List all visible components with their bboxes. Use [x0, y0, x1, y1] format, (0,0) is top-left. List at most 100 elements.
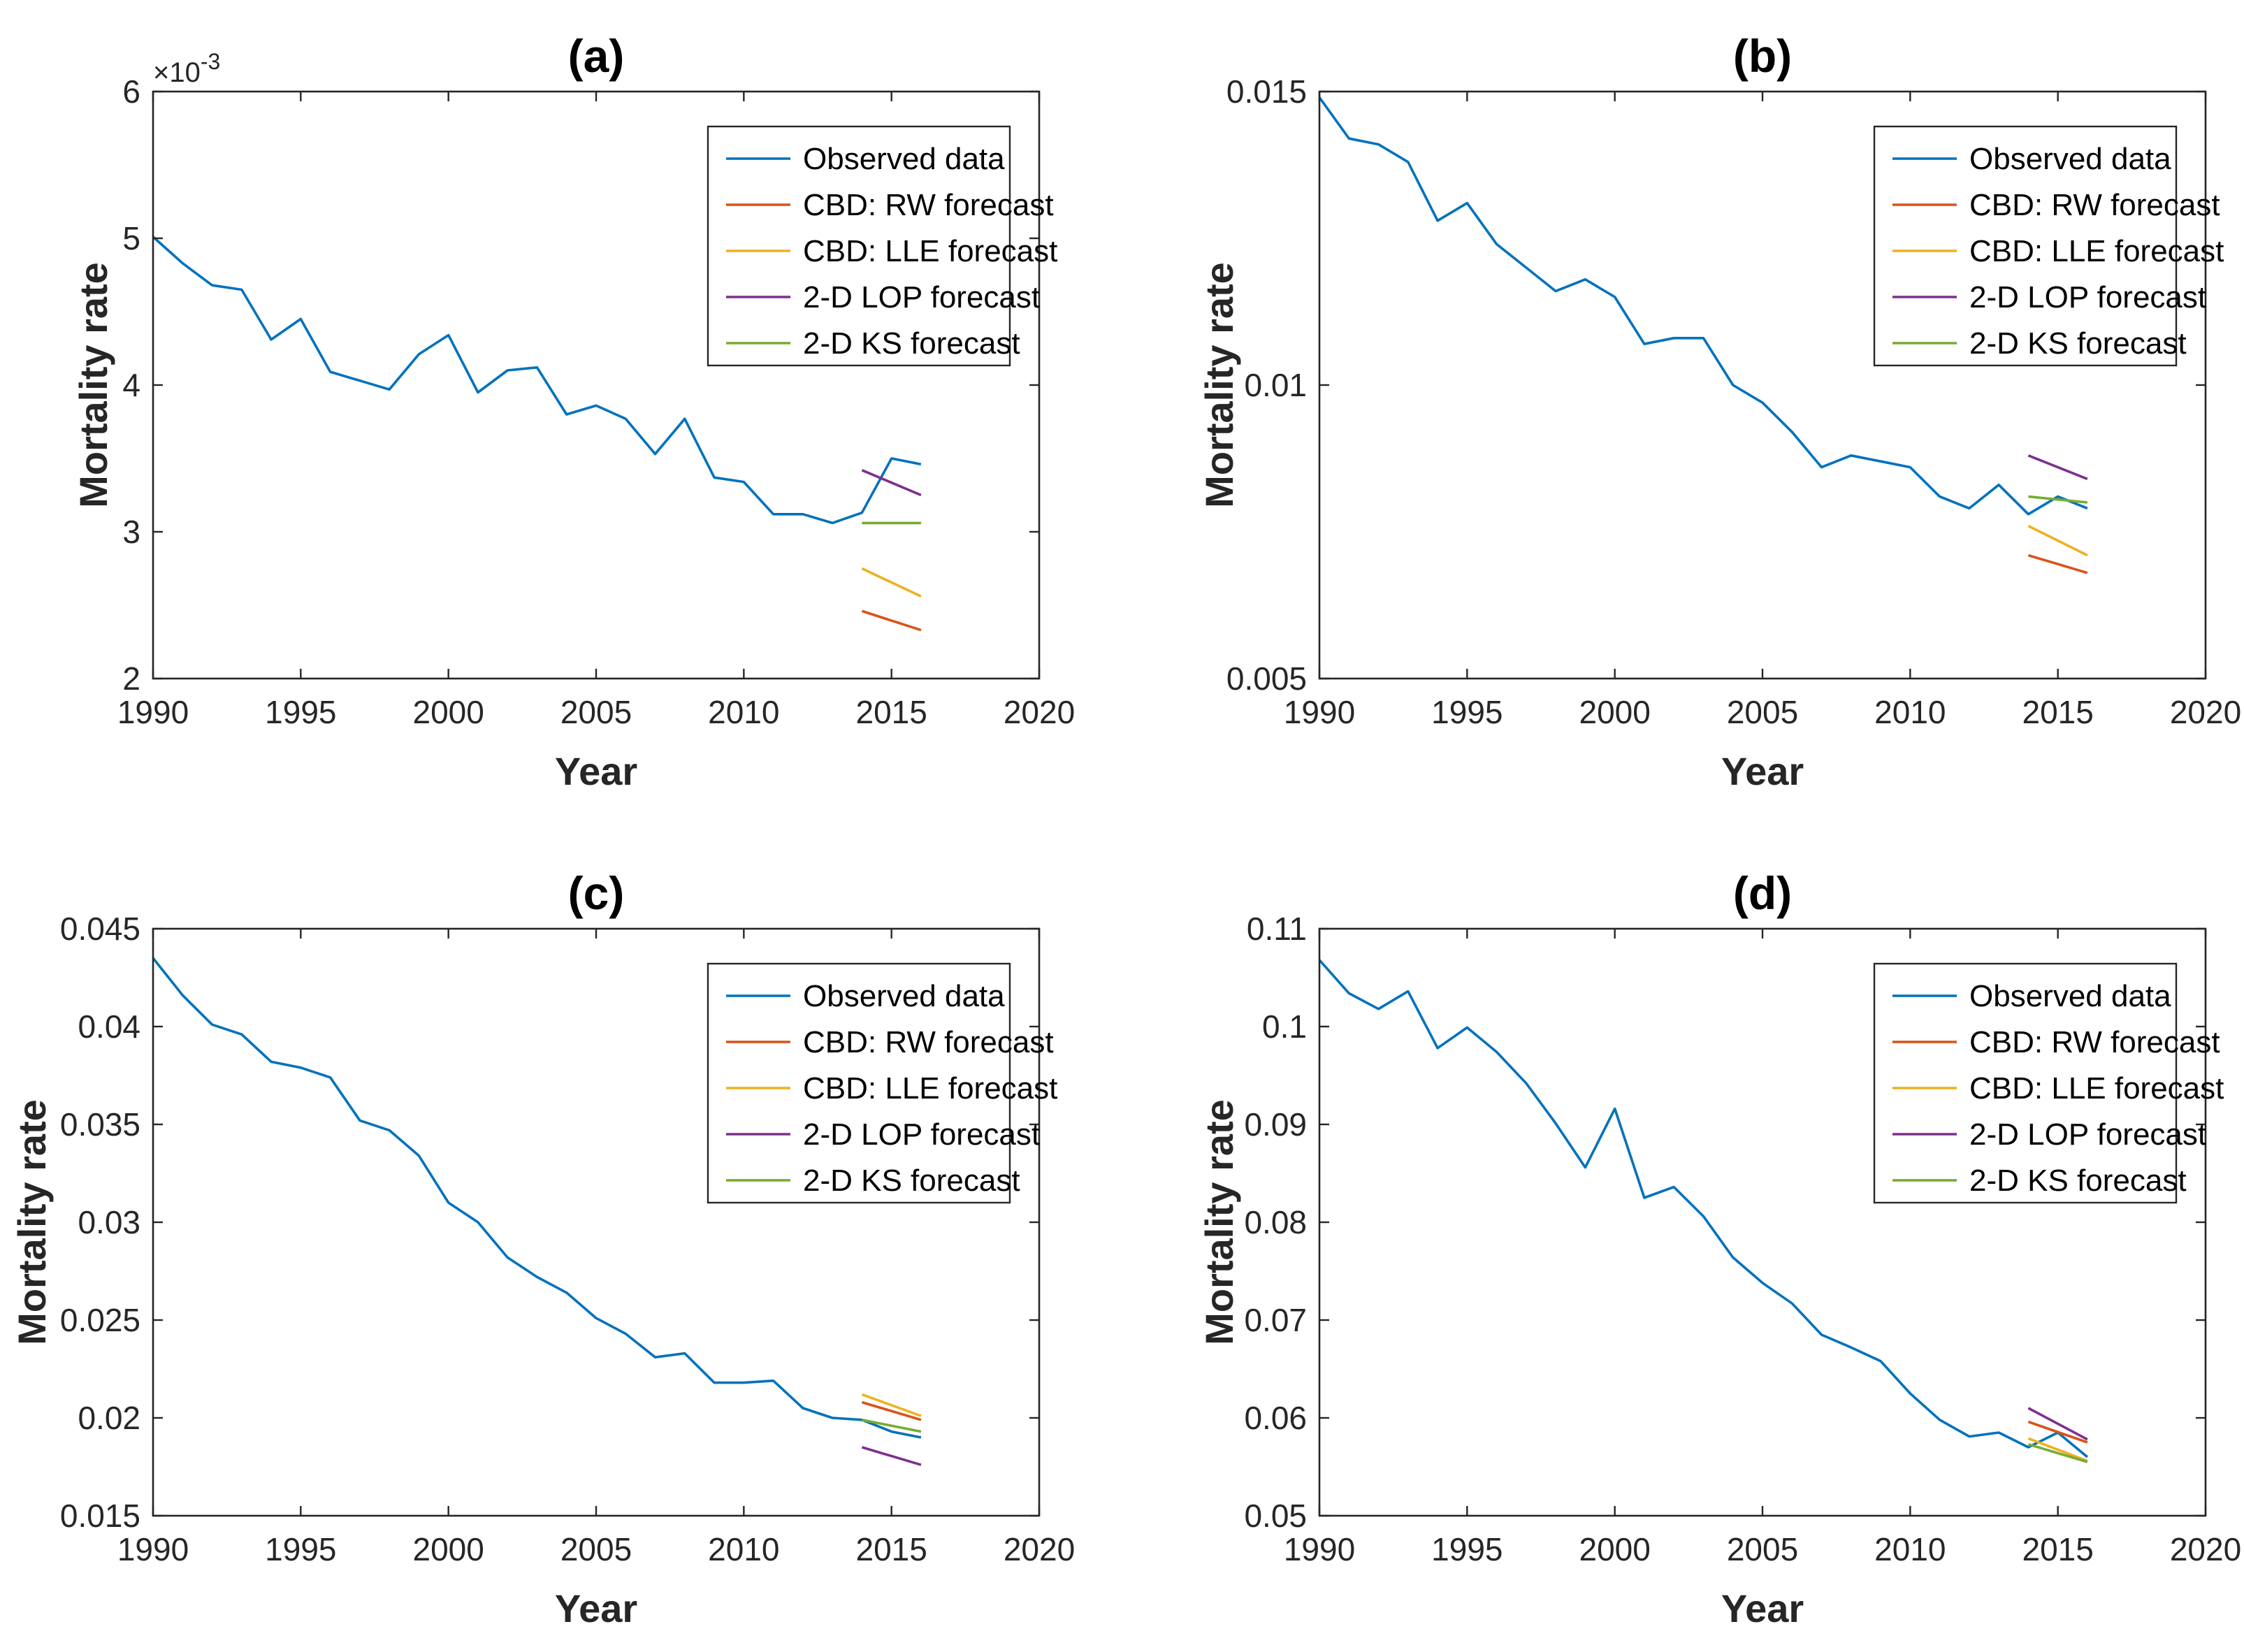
series-line-cbd-lle-forecast [2027, 1437, 2088, 1463]
y-tick-label: 0.035 [60, 1106, 140, 1143]
legend-entry: Observed data [803, 142, 1005, 176]
legend: Observed data CBD: RW forecast CBD: LLE fo… [1873, 962, 2224, 1204]
series-line-cbd-rw-forecast [861, 609, 922, 632]
y-tick-label: 0.1 [1262, 1008, 1307, 1045]
legend-entry: 2-D LOP forecast [1969, 1117, 2206, 1152]
legend-box [707, 125, 1011, 367]
x-tick-label: 2020 [2170, 694, 2241, 730]
x-tick-label: 2010 [1874, 1531, 1946, 1567]
series-group [1319, 959, 2089, 1463]
y-exponent-label: ×10-3 [153, 49, 220, 88]
legend-entry: CBD: LLE forecast [803, 1071, 1057, 1106]
series-line-2-d-lop-forecast [861, 1446, 922, 1466]
x-tick-label: 2005 [1727, 694, 1798, 730]
panel-title: (d) [1733, 867, 1792, 919]
series-line-2-d-ks-forecast [2027, 1443, 2088, 1463]
legend-entry: 2-D LOP forecast [803, 280, 1040, 314]
chart-panel-a: 1990 1995 2000 2005 2010 2015 2020 2 3 4 5 6 ×10-3 (a… [71, 30, 1075, 793]
series-line-observed-data [1319, 96, 2088, 516]
series-line-cbd-lle-forecast [861, 567, 922, 598]
x-tick-label: 2015 [2022, 694, 2093, 730]
series-group [1319, 96, 2088, 574]
y-tick-label: 0.05 [1244, 1498, 1307, 1534]
legend-entry: 2-D LOP forecast [1969, 280, 2206, 314]
legend-entry: CBD: RW forecast [1969, 188, 2220, 222]
x-tick-label: 2010 [1874, 694, 1946, 730]
x-tick-label: 1995 [1431, 694, 1503, 730]
x-tick-label: 1995 [265, 694, 336, 730]
y-tick-label: 3 [122, 514, 140, 550]
x-tick-label: 2015 [855, 1531, 927, 1567]
y-axis-label: Mortality rate [1197, 262, 1241, 508]
legend-entry: Observed data [803, 979, 1005, 1013]
legend: Observed data CBD: RW forecast CBD: LLE fo… [707, 962, 1057, 1204]
series-line-observed-data [153, 957, 922, 1439]
x-axis-label: Year [1721, 1586, 1804, 1630]
y-tick-label: 0.08 [1244, 1204, 1307, 1240]
y-tick-label: 0.07 [1244, 1302, 1307, 1338]
x-tick-label: 1990 [117, 1531, 189, 1567]
x-tick-label: 2020 [2170, 1531, 2241, 1567]
y-tick-label: 5 [122, 220, 140, 256]
series-line-2-d-lop-forecast [2027, 454, 2088, 481]
chart-panel-c: 1990 1995 2000 2005 2010 2015 2020 0.015 0.02 0.0… [10, 867, 1075, 1630]
legend-entry: 2-D KS forecast [803, 326, 1020, 361]
legend-box [1873, 962, 2178, 1204]
x-axis-label: Year [555, 1586, 637, 1630]
legend-entry: 2-D KS forecast [1969, 1164, 2187, 1198]
x-tick-label: 1990 [1284, 1531, 1355, 1567]
y-axis-label: Mortality rate [71, 262, 115, 508]
y-axis-label: Mortality rate [1197, 1099, 1241, 1345]
legend-entry: CBD: LLE forecast [1969, 1071, 2224, 1106]
legend-box [1873, 125, 2178, 367]
y-tick-label: 0.06 [1244, 1400, 1307, 1436]
x-tick-label: 2015 [855, 694, 927, 730]
series-line-observed-data [153, 236, 922, 525]
series-line-cbd-rw-forecast [2027, 1420, 2088, 1444]
y-tick-label: 0.04 [78, 1008, 140, 1045]
x-tick-label: 2020 [1004, 694, 1075, 730]
x-tick-label: 1990 [117, 694, 189, 730]
legend: Observed data CBD: RW forecast CBD: LLE fo… [1873, 125, 2224, 367]
y-tick-label: 0.015 [1226, 73, 1307, 110]
y-tick-label: 0.025 [60, 1302, 140, 1338]
legend-entry: CBD: RW forecast [803, 188, 1054, 222]
series-line-2-d-lop-forecast [2027, 1407, 2088, 1441]
chart-panel-b: 1990 1995 2000 2005 2010 2015 2020 0.005 0.01 0.0… [1197, 30, 2241, 793]
series-line-cbd-lle-forecast [861, 1393, 922, 1417]
x-axis-label: Year [555, 749, 637, 793]
panel-title: (a) [568, 30, 625, 82]
y-tick-label: 4 [122, 367, 140, 403]
y-tick-label: 0.01 [1244, 367, 1307, 403]
x-tick-label: 2000 [412, 694, 484, 730]
x-tick-label: 1995 [1431, 1531, 1503, 1567]
series-line-cbd-lle-forecast [2027, 524, 2088, 557]
series-line-2-d-ks-forecast [2028, 495, 2088, 504]
chart-panel-d: 1990 1995 2000 2005 2010 2015 2020 0.05 0.06 0.07… [1197, 867, 2241, 1630]
series-line-observed-data [1319, 959, 2089, 1458]
y-tick-label: 0.11 [1247, 911, 1307, 947]
legend-entry: 2-D KS forecast [803, 1164, 1020, 1198]
series-line-cbd-rw-forecast [861, 1400, 922, 1421]
x-tick-label: 1990 [1284, 694, 1355, 730]
legend-entry: CBD: LLE forecast [803, 234, 1057, 268]
y-tick-label: 0.005 [1226, 660, 1307, 697]
x-tick-label: 2015 [2022, 1531, 2093, 1567]
x-tick-label: 2005 [560, 1531, 632, 1567]
x-tick-label: 2000 [412, 1531, 484, 1567]
x-tick-label: 2000 [1579, 1531, 1650, 1567]
legend-entry: Observed data [1969, 979, 2171, 1013]
y-tick-label: 2 [122, 660, 140, 697]
y-tick-label: 0.015 [60, 1498, 140, 1534]
y-tick-label: 6 [122, 73, 140, 110]
x-tick-label: 2000 [1579, 694, 1650, 730]
series-line-cbd-rw-forecast [2027, 553, 2088, 574]
legend-box [707, 962, 1011, 1204]
legend-entry: CBD: LLE forecast [1969, 234, 2224, 268]
legend-entry: 2-D KS forecast [1969, 326, 2187, 361]
x-axis-label: Year [1721, 749, 1804, 793]
x-tick-label: 2010 [708, 694, 779, 730]
series-group [153, 236, 922, 632]
x-tick-label: 2010 [708, 1531, 779, 1567]
x-tick-label: 2020 [1004, 1531, 1075, 1567]
